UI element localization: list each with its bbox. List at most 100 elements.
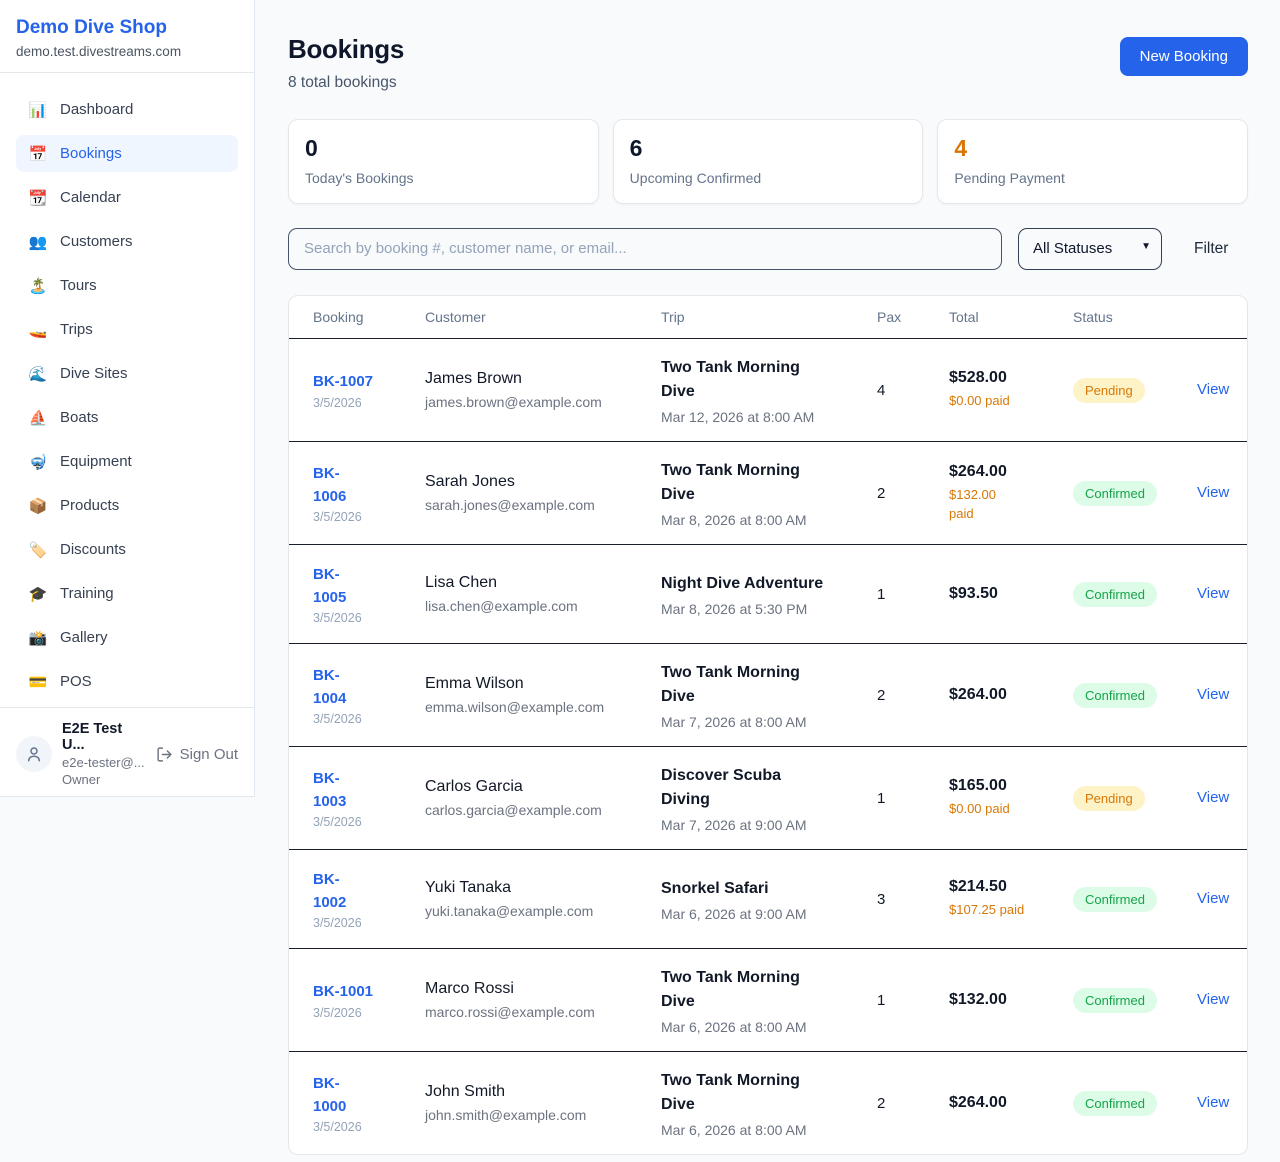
sign-out-button[interactable]: Sign Out — [156, 746, 238, 763]
sidebar-item-equipment[interactable]: 🤿 Equipment — [16, 443, 238, 480]
filter-button[interactable]: Filter — [1194, 239, 1229, 257]
bookings-icon: 📅 — [28, 145, 48, 163]
sidebar-item-tours[interactable]: 🏝️ Tours — [16, 267, 238, 304]
sidebar-item-label: POS — [60, 673, 92, 690]
booking-id-link[interactable]: BK-1002 — [313, 870, 347, 912]
brand-name: Demo Dive Shop — [16, 17, 167, 38]
stat-card: 4 Pending Payment — [937, 119, 1249, 204]
sidebar-item-pos[interactable]: 💳 POS — [16, 663, 238, 700]
trip-name: Two Tank Morning Dive — [661, 358, 800, 400]
discounts-icon: 🏷️ — [28, 541, 48, 559]
sidebar-item-dashboard[interactable]: 📊 Dashboard — [16, 91, 238, 128]
sidebar-item-label: Calendar — [60, 189, 121, 206]
pax-count: 1 — [877, 789, 886, 807]
tours-icon: 🏝️ — [28, 277, 48, 295]
trip-date: Mar 8, 2026 at 5:30 PM — [661, 600, 808, 617]
booking-date: 3/5/2026 — [313, 1005, 362, 1020]
pax-count: 2 — [877, 1094, 886, 1112]
sidebar-item-label: Discounts — [60, 541, 126, 558]
brand-block: Demo Dive Shop demo.test.divestreams.com — [0, 0, 254, 73]
sidebar-nav: 📊 Dashboard 📅 Bookings 📆 Calendar 👥 Cust… — [0, 73, 254, 707]
sidebar-item-gallery[interactable]: 📸 Gallery — [16, 619, 238, 656]
customer-email: john.smith@example.com — [425, 1107, 587, 1124]
booking-id-link[interactable]: BK-1004 — [313, 666, 347, 708]
view-link[interactable]: View — [1197, 381, 1230, 399]
status-badge: Confirmed — [1073, 1090, 1157, 1116]
sidebar-item-boats[interactable]: ⛵ Boats — [16, 399, 238, 436]
boats-icon: ⛵ — [28, 409, 48, 427]
col-header-trip: Trip — [661, 308, 685, 325]
sidebar-item-label: Dive Sites — [60, 365, 128, 382]
total-amount: $214.50 — [949, 878, 1007, 896]
stat-card: 6 Upcoming Confirmed — [612, 119, 924, 204]
sidebar-item-discounts[interactable]: 🏷️ Discounts — [16, 531, 238, 568]
booking-date: 3/5/2026 — [313, 611, 362, 626]
booking-id-link[interactable]: BK-1003 — [313, 769, 347, 811]
status-select[interactable]: All Statuses — [1018, 227, 1162, 270]
col-header-total: Total — [949, 308, 979, 325]
table-header-row: Booking Customer Trip Pax Total Status — [289, 296, 1247, 339]
status-badge: Confirmed — [1073, 886, 1157, 912]
page-title-block: Bookings 8 total bookings — [288, 34, 404, 92]
training-icon: 🎓 — [28, 585, 48, 603]
booking-id-link[interactable]: BK-1007 — [313, 373, 374, 391]
pos-icon: 💳 — [28, 673, 48, 691]
booking-id-link[interactable]: BK-1006 — [313, 464, 347, 506]
status-select-wrap: All Statuses ▼ — [1018, 227, 1162, 270]
avatar — [16, 736, 52, 772]
table-row: BK-1006 3/5/2026 Sarah Jones sarah.jones… — [289, 442, 1247, 545]
sign-out-label: Sign Out — [179, 745, 238, 763]
view-link[interactable]: View — [1197, 991, 1230, 1009]
user-section: E2E Test U... e2e-tester@... Owner Sign … — [0, 707, 254, 800]
sidebar-item-products[interactable]: 📦 Products — [16, 487, 238, 524]
booking-id-link[interactable]: BK-1000 — [313, 1074, 347, 1116]
booking-date: 3/5/2026 — [313, 916, 362, 931]
booking-id-link[interactable]: BK-1001 — [313, 983, 374, 1001]
trip-name: Two Tank Morning Dive — [661, 663, 800, 705]
sidebar-item-training[interactable]: 🎓 Training — [16, 575, 238, 612]
trip-name: Snorkel Safari — [661, 879, 769, 897]
view-link[interactable]: View — [1197, 1094, 1230, 1112]
table-body: BK-1007 3/5/2026 James Brown james.brown… — [289, 339, 1247, 1154]
dashboard-icon: 📊 — [28, 101, 48, 119]
view-link[interactable]: View — [1197, 585, 1230, 603]
table-row: BK-1001 3/5/2026 Marco Rossi marco.rossi… — [289, 949, 1247, 1052]
table-row: BK-1004 3/5/2026 Emma Wilson emma.wilson… — [289, 644, 1247, 747]
stat-label: Upcoming Confirmed — [629, 169, 762, 186]
customer-email: sarah.jones@example.com — [425, 497, 595, 514]
pax-count: 4 — [877, 381, 886, 399]
sidebar-item-label: Tours — [60, 277, 97, 294]
view-link[interactable]: View — [1197, 789, 1230, 807]
new-booking-button[interactable]: New Booking — [1119, 37, 1248, 76]
user-name: E2E Test U... — [62, 721, 123, 753]
view-link[interactable]: View — [1197, 484, 1230, 502]
sidebar-item-calendar[interactable]: 📆 Calendar — [16, 179, 238, 216]
customers-icon: 👥 — [28, 233, 48, 251]
trip-date: Mar 7, 2026 at 9:00 AM — [661, 816, 807, 833]
trip-date: Mar 12, 2026 at 8:00 AM — [661, 408, 815, 425]
page-header: Bookings 8 total bookings New Booking — [288, 34, 1248, 92]
total-amount: $93.50 — [949, 585, 998, 603]
table-row: BK-1005 3/5/2026 Lisa Chen lisa.chen@exa… — [289, 545, 1247, 644]
booking-date: 3/5/2026 — [313, 510, 362, 525]
sidebar-item-dive-sites[interactable]: 🌊 Dive Sites — [16, 355, 238, 392]
dive-sites-icon: 🌊 — [28, 365, 48, 383]
person-icon — [28, 747, 40, 762]
sidebar-item-label: Trips — [60, 321, 93, 338]
search-input[interactable] — [288, 227, 1002, 270]
trip-name: Night Dive Adventure — [661, 574, 824, 592]
sidebar-item-bookings[interactable]: 📅 Bookings — [16, 135, 238, 172]
user-role: Owner — [62, 772, 101, 787]
customer-name: James Brown — [425, 370, 522, 388]
sidebar-item-trips[interactable]: 🚤 Trips — [16, 311, 238, 348]
view-link[interactable]: View — [1197, 890, 1230, 908]
trip-name: Two Tank Morning Dive — [661, 1071, 800, 1113]
user-email: e2e-tester@... — [62, 755, 145, 770]
booking-id-link[interactable]: BK-1005 — [313, 565, 347, 607]
view-link[interactable]: View — [1197, 686, 1230, 704]
equipment-icon: 🤿 — [28, 453, 48, 471]
customer-email: emma.wilson@example.com — [425, 699, 605, 716]
sidebar-item-label: Gallery — [60, 629, 108, 646]
pax-count: 2 — [877, 484, 886, 502]
sidebar-item-customers[interactable]: 👥 Customers — [16, 223, 238, 260]
